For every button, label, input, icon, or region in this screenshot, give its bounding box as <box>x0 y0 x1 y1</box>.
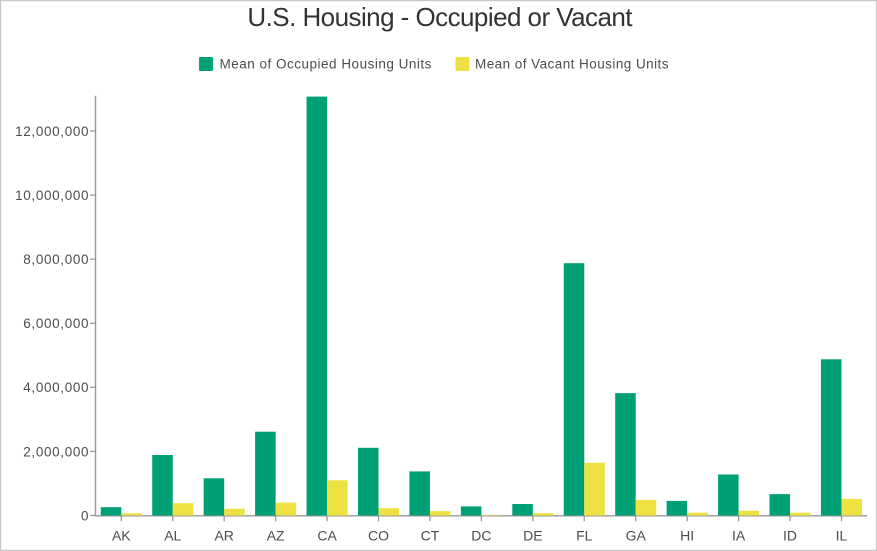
svg-text:AR: AR <box>214 528 233 544</box>
svg-text:IL: IL <box>836 528 848 544</box>
svg-text:12,000,000: 12,000,000 <box>15 124 89 139</box>
svg-text:GA: GA <box>626 528 647 544</box>
svg-text:4,000,000: 4,000,000 <box>23 380 89 395</box>
svg-text:DE: DE <box>523 528 542 544</box>
svg-text:0: 0 <box>81 508 89 523</box>
svg-text:HI: HI <box>680 528 694 544</box>
svg-text:DC: DC <box>471 528 491 544</box>
svg-text:CO: CO <box>368 528 389 544</box>
svg-text:6,000,000: 6,000,000 <box>23 316 89 331</box>
svg-text:CA: CA <box>317 528 337 544</box>
svg-text:10,000,000: 10,000,000 <box>15 188 89 203</box>
svg-text:AL: AL <box>164 528 181 544</box>
svg-text:Mean of Vacant Housing Units: Mean of Vacant Housing Units <box>475 56 669 71</box>
svg-text:2,000,000: 2,000,000 <box>23 444 89 459</box>
svg-text:Mean of Occupied Housing Units: Mean of Occupied Housing Units <box>220 56 432 71</box>
svg-text:AK: AK <box>112 528 131 544</box>
svg-text:AZ: AZ <box>267 528 285 544</box>
svg-text:IA: IA <box>732 528 746 544</box>
svg-text:8,000,000: 8,000,000 <box>23 252 89 267</box>
svg-text:FL: FL <box>576 528 593 544</box>
svg-text:CT: CT <box>421 528 440 544</box>
svg-text:U.S. Housing - Occupied or Vac: U.S. Housing - Occupied or Vacant <box>247 2 633 32</box>
svg-text:ID: ID <box>783 528 797 544</box>
